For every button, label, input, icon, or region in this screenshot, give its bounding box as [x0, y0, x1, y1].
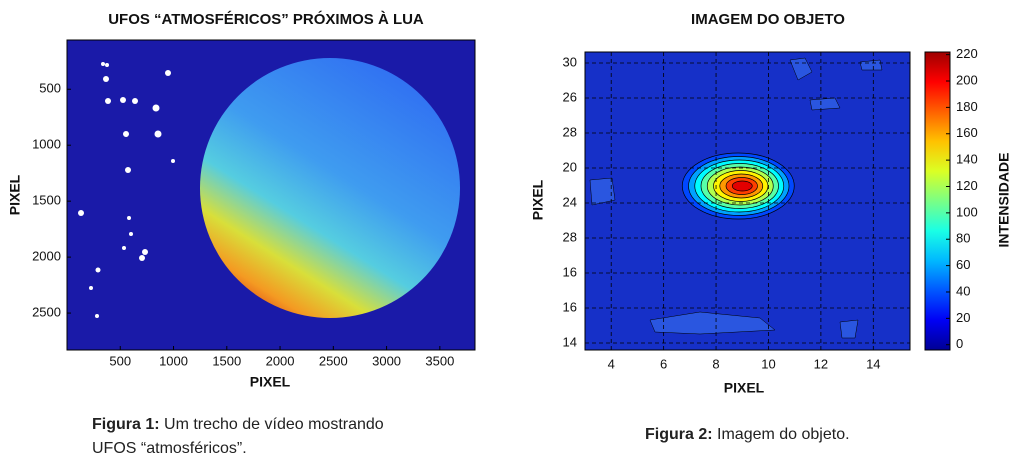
contour-level: [731, 180, 753, 192]
colorbar-tick-label: 180: [956, 99, 978, 114]
x-tick-label: 1000: [159, 353, 188, 368]
x-tick-label: 3000: [372, 353, 401, 368]
y-tick-label: 30: [563, 54, 577, 69]
colorbar-tick-label: 60: [956, 257, 970, 272]
y-tick-label: 500: [39, 81, 61, 96]
colorbar-label: INTENSIDADE: [996, 153, 1012, 248]
colorbar-tick-label: 40: [956, 283, 970, 298]
x-tick-label: 2500: [319, 353, 348, 368]
plot-frame: [584, 51, 911, 351]
y-tick-label: 1000: [32, 137, 61, 152]
x-tick-label: 10: [761, 356, 775, 371]
y-tick-label: 16: [563, 264, 577, 279]
x-tick-label: 500: [109, 353, 131, 368]
y-tick-label: 24: [563, 194, 577, 209]
colorbar-tick-label: 80: [956, 231, 970, 246]
caption-text: Imagem do objeto.: [717, 426, 850, 443]
y-tick-label: 2500: [32, 305, 61, 320]
colorbar-tick-label: 20: [956, 310, 970, 325]
y-tick-label: 20: [563, 159, 577, 174]
x-tick-label: 4: [608, 356, 615, 371]
y-tick-label: 28: [563, 124, 577, 139]
plot-frame: [66, 39, 476, 351]
y-tick-label: 14: [563, 334, 577, 349]
low-level-patches: [589, 57, 883, 339]
colorbar-tick-label: 160: [956, 125, 978, 140]
x-axis-label: PIXEL: [724, 380, 765, 396]
y-axis-label: PIXEL: [7, 174, 23, 215]
contour-levels: [681, 152, 795, 220]
x-axis-label: PIXEL: [250, 374, 291, 390]
chart-title: IMAGEM DO OBJETO: [691, 11, 845, 28]
y-tick-label: 26: [563, 89, 577, 104]
y-tick-label: 28: [563, 229, 577, 244]
x-tick-label: 8: [712, 356, 719, 371]
colorbar-tick-label: 140: [956, 152, 978, 167]
caption-label: Figura 1:: [92, 416, 160, 433]
caption: Figura 1: Um trecho de vídeo mostrando U…: [92, 413, 422, 461]
x-tick-label: 2000: [266, 353, 295, 368]
ufo-dots: [78, 62, 175, 318]
colorbar-tick-label: 120: [956, 178, 978, 193]
colorbar-tick-label: 100: [956, 204, 978, 219]
caption-label: Figura 2:: [645, 426, 713, 443]
caption-text: Um trecho de vídeo mostrando UFOS “atmos…: [92, 416, 384, 457]
y-tick-label: 16: [563, 299, 577, 314]
x-tick-label: 12: [814, 356, 828, 371]
x-tick-label: 3500: [425, 353, 454, 368]
colorbar: [924, 51, 951, 351]
caption: Figura 2: Imagem do objeto.: [645, 423, 850, 447]
x-tick-label: 1500: [212, 353, 241, 368]
y-tick-label: 1500: [32, 193, 61, 208]
chart-title: UFOS “ATMOSFÉRICOS” PRÓXIMOS À LUA: [108, 10, 424, 28]
colorbar-tick-label: 0: [956, 336, 963, 351]
colorbar-tick-label: 200: [956, 72, 978, 87]
y-axis-label: PIXEL: [530, 179, 546, 220]
y-tick-label: 2000: [32, 249, 61, 264]
colorbar-tick-label: 220: [956, 46, 978, 61]
x-tick-label: 14: [866, 356, 880, 371]
x-tick-label: 6: [660, 356, 667, 371]
moon: [200, 58, 460, 318]
